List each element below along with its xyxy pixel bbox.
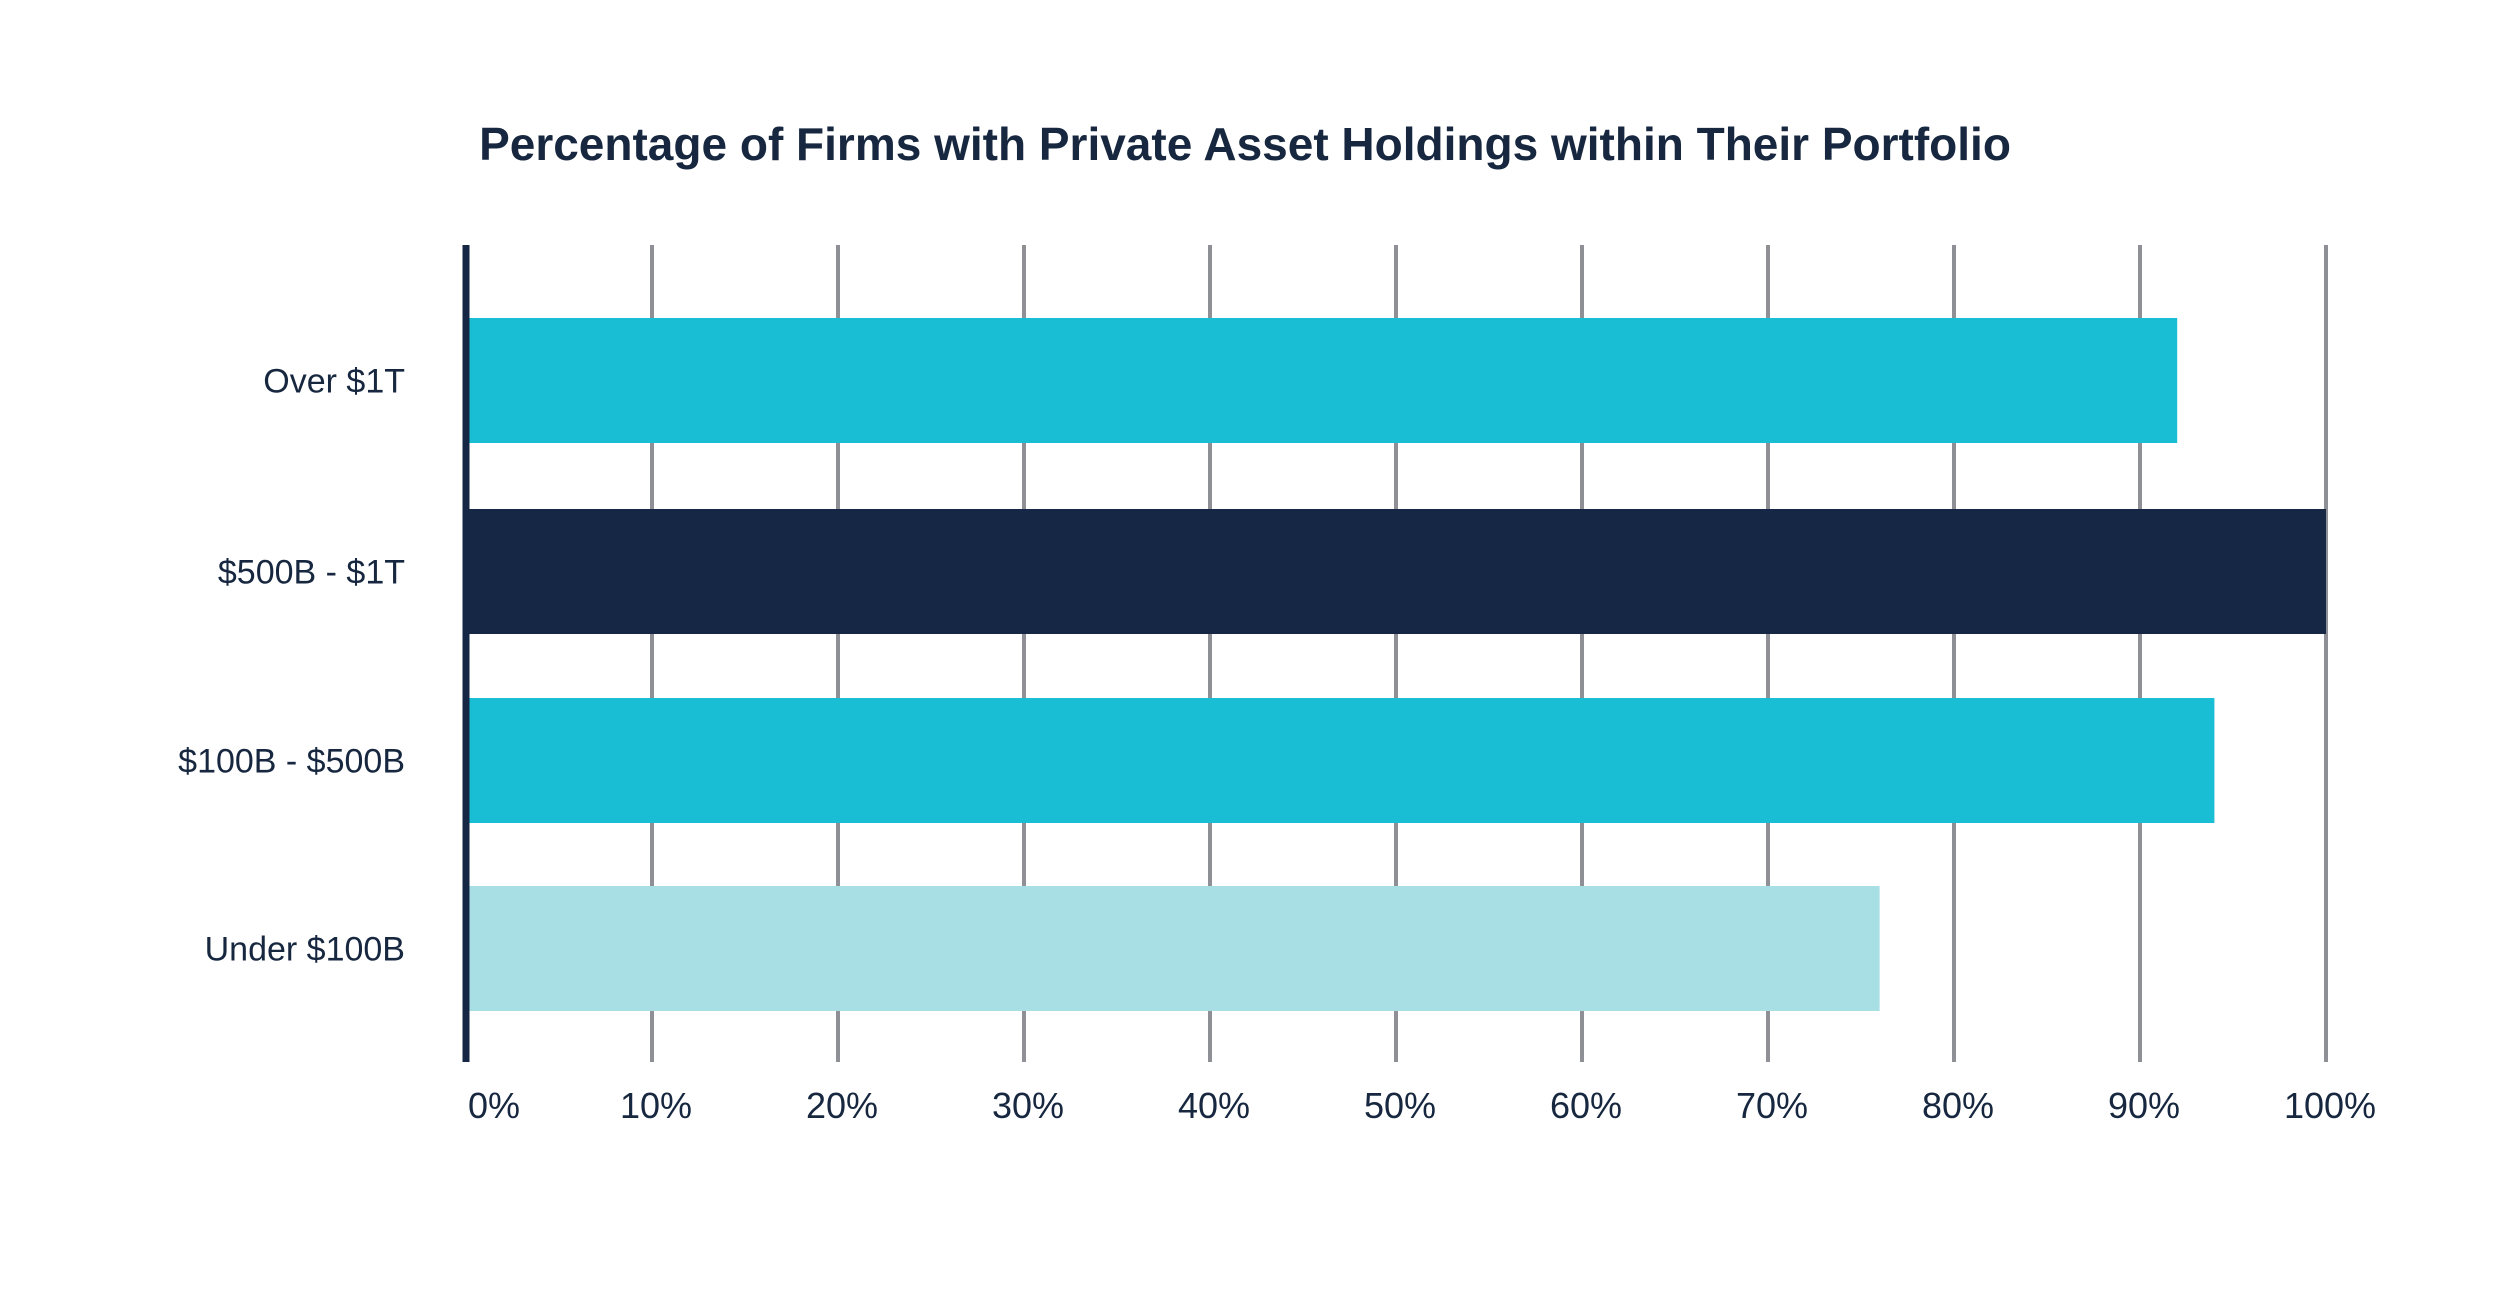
category-labels: Over $1T $500B - $1T $100B - $500B Under $1… [178, 363, 405, 969]
x-tick-label: 20% [806, 1085, 878, 1126]
x-tick-label: 70% [1736, 1085, 1808, 1126]
x-tick-label: 10% [620, 1085, 692, 1126]
category-label: Under $100B [205, 931, 405, 969]
bar [466, 509, 2326, 634]
bar [466, 886, 1880, 1011]
x-tick-label: 0% [468, 1085, 520, 1126]
category-label: $100B - $500B [178, 743, 405, 781]
x-tick-label: 40% [1178, 1085, 1250, 1126]
x-tick-labels: 0% 10% 20% 30% 40% 50% 60% 70% 80% 90% 100% [468, 1085, 2376, 1126]
x-tick-label: 90% [2108, 1085, 2180, 1126]
bar [466, 698, 2215, 823]
bars [466, 318, 2326, 1011]
x-tick-label: 60% [1550, 1085, 1622, 1126]
chart-title: Percentage of Firms with Private Asset H… [479, 118, 2011, 170]
category-label: Over $1T [263, 363, 405, 401]
category-label: $500B - $1T [218, 554, 405, 592]
x-tick-label: 100% [2284, 1085, 2376, 1126]
x-tick-label: 30% [992, 1085, 1064, 1126]
x-tick-label: 80% [1922, 1085, 1994, 1126]
bar [466, 318, 2178, 443]
x-tick-label: 50% [1364, 1085, 1436, 1126]
